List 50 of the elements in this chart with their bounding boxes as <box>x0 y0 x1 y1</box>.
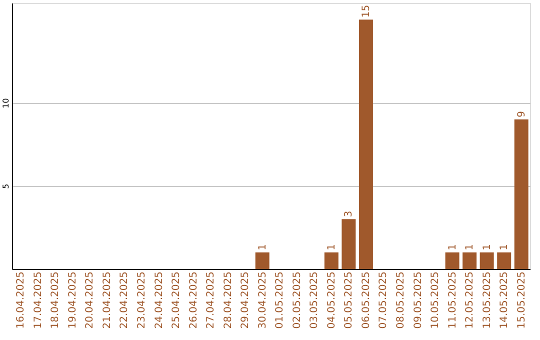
x-tick-label: 16.04.2025 <box>16 272 27 329</box>
x-tick-label: 10.05.2025 <box>430 272 442 329</box>
x-tick-label: 11.05.2025 <box>447 272 458 329</box>
bar <box>255 252 270 269</box>
x-tick-label: 08.05.2025 <box>396 272 406 329</box>
y-tick-label: 5 <box>2 184 10 189</box>
x-tick-label: 13.05.2025 <box>482 272 493 329</box>
data-label: 9 <box>516 111 528 118</box>
x-tick-label: 30.04.2025 <box>257 272 268 329</box>
x-tick-label: 20.04.2025 <box>84 272 96 329</box>
x-tick-label: 15.05.2025 <box>516 272 528 329</box>
bar <box>462 252 477 269</box>
x-tick-label: 09.05.2025 <box>412 272 424 329</box>
data-label: 1 <box>447 244 458 250</box>
x-tick-label: 28.04.2025 <box>222 272 234 329</box>
x-tick-label: 05.05.2025 <box>344 272 355 329</box>
bar <box>342 219 356 269</box>
bar <box>514 119 528 269</box>
x-tick-label: 18.04.2025 <box>50 272 62 329</box>
x-tick-label: 21.04.2025 <box>102 272 113 329</box>
x-tick-label: 22.04.2025 <box>119 272 130 329</box>
x-tick-label: 24.04.2025 <box>154 272 165 329</box>
bar <box>324 252 338 269</box>
x-tick-label: 02.05.2025 <box>292 272 303 329</box>
x-tick-label: 07.05.2025 <box>378 272 390 329</box>
data-label: 1 <box>499 244 510 250</box>
data-label: 1 <box>326 244 338 250</box>
data-label: 15 <box>360 4 372 18</box>
x-tick-label: 25.04.2025 <box>171 272 182 329</box>
y-tick-label: 10 <box>2 98 10 108</box>
x-tick-label: 04.05.2025 <box>326 272 338 329</box>
bar <box>358 20 373 269</box>
x-tick-label: 17.04.2025 <box>32 272 44 329</box>
x-tick-label: 23.04.2025 <box>136 272 148 329</box>
x-tick-label: 29.04.2025 <box>240 272 252 329</box>
x-tick-label: 14.05.2025 <box>499 272 510 329</box>
data-label: 1 <box>482 244 493 250</box>
x-tick-label: 06.05.2025 <box>360 272 372 329</box>
bar <box>497 252 512 269</box>
x-tick-label: 12.05.2025 <box>464 272 476 329</box>
x-tick-label: 26.04.2025 <box>188 272 200 329</box>
x-tick-label: 03.05.2025 <box>309 272 320 329</box>
x-tick-label: 01.05.2025 <box>274 272 286 329</box>
bar <box>445 252 460 269</box>
bar <box>480 252 494 269</box>
x-tick-label: 19.04.2025 <box>67 272 78 329</box>
data-label: 3 <box>344 210 355 218</box>
x-tick-label: 27.04.2025 <box>206 272 217 329</box>
data-label: 1 <box>257 244 268 250</box>
data-label: 1 <box>464 244 476 250</box>
